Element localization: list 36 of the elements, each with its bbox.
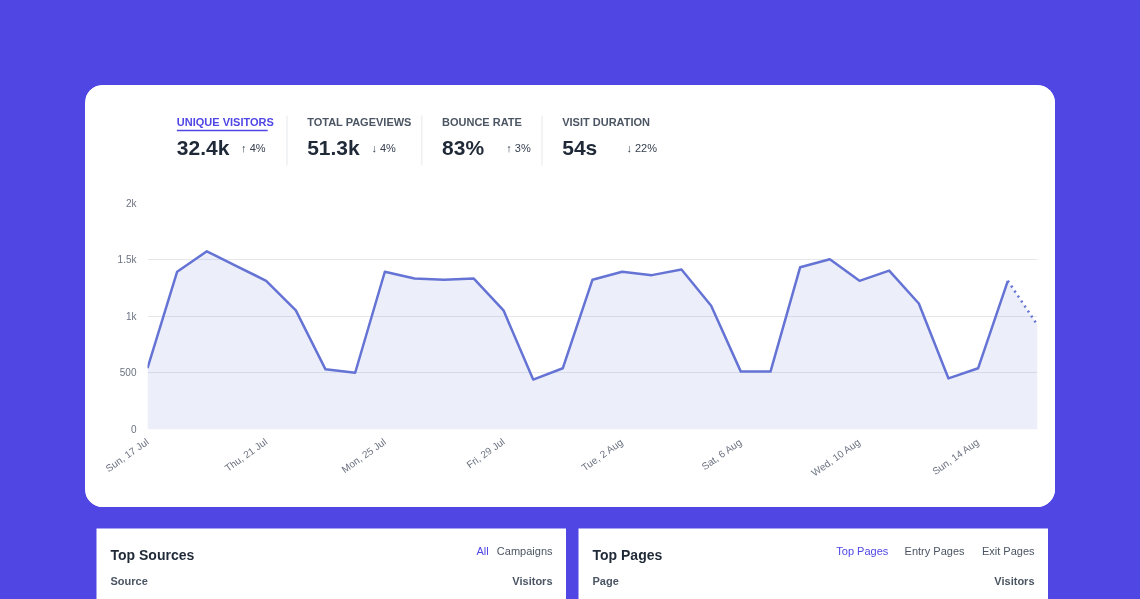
text: ↑ 3% (506, 141, 531, 154)
x-tick-label: Sat, 6 Aug (699, 436, 744, 473)
text: 51.3k (307, 136, 361, 159)
text: Visitors (512, 574, 553, 587)
text: Page (592, 574, 619, 587)
text: VISIT DURATION (562, 115, 651, 128)
y-tick-label: 500 (119, 367, 137, 379)
text: 54s (562, 136, 598, 159)
text: Entry Pages (904, 544, 965, 557)
x-tick-label: Sun, 14 Aug (930, 436, 981, 477)
y-tick-label: 1.5k (117, 253, 138, 265)
text: ↑ 4% (241, 141, 266, 154)
text: Visitors (994, 574, 1035, 587)
y-tick-label: 1k (125, 310, 138, 322)
text: ↓ 22% (626, 141, 658, 154)
x-tick-label: Wed, 10 Aug (809, 436, 863, 479)
x-tick-label: Sun, 17 Jul (103, 436, 151, 475)
text: UNIQUE VISITORS (176, 115, 274, 128)
text: All (476, 544, 489, 557)
text: Top Pages (836, 544, 889, 557)
y-tick-label: 2k (125, 197, 138, 209)
text: TOTAL PAGEVIEWS (307, 115, 412, 128)
text: Exit Pages (981, 544, 1035, 557)
y-tick-label: 0 (130, 424, 137, 435)
text: ↓ 4% (371, 141, 397, 154)
x-tick-label: Fri, 29 Jul (464, 436, 507, 471)
text: 32.4k (176, 136, 230, 159)
text: Campaigns (496, 544, 553, 557)
text: Top Pages (592, 546, 663, 563)
x-tick-label: Thu, 21 Jul (222, 436, 270, 474)
x-tick-label: Tue, 2 Aug (579, 436, 625, 474)
text: Source (110, 574, 148, 587)
text: BOUNCE RATE (442, 115, 522, 128)
x-tick-label: Mon, 25 Jul (339, 436, 389, 476)
text: Top Sources (110, 546, 195, 563)
text: 83% (442, 136, 485, 159)
